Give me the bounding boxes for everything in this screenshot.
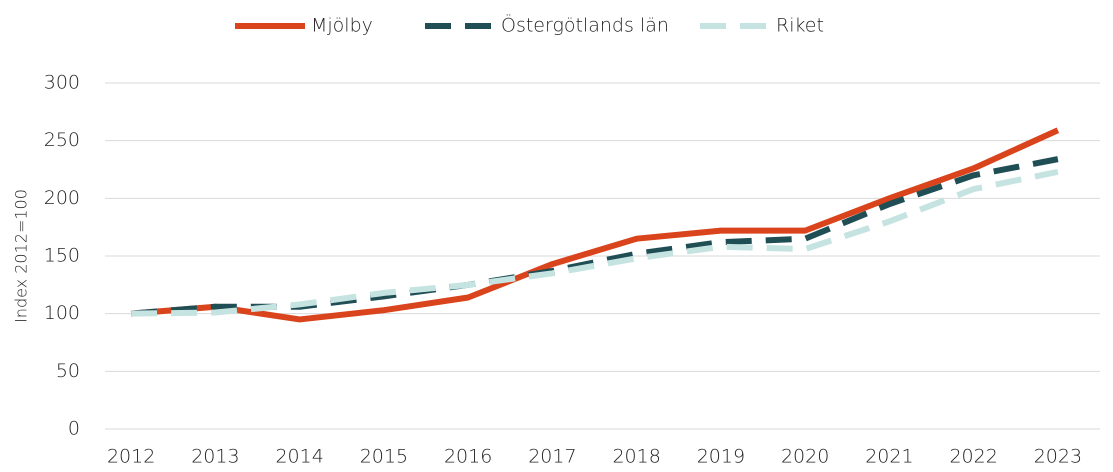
x-tick-label: 2013 [191, 446, 239, 468]
y-tick-label: 300 [44, 72, 80, 94]
x-tick-label: 2023 [1034, 446, 1082, 468]
line [130, 127, 1060, 323]
legend-label: Mjölby [311, 15, 373, 37]
y-axis-label: Index 2012=100 [12, 189, 31, 323]
x-tick-label: 2021 [865, 446, 913, 468]
x-tick-label: 2016 [444, 446, 492, 468]
x-tick-label: 2017 [528, 446, 576, 468]
y-tick-label: 250 [44, 129, 80, 151]
line [131, 168, 1059, 317]
x-tick-label: 2014 [275, 446, 323, 468]
y-tick-label: 50 [56, 360, 80, 382]
x-tick-label: 2015 [360, 446, 408, 468]
y-tick-label: 150 [44, 245, 80, 267]
x-tick-label: 2018 [612, 446, 660, 468]
line [130, 156, 1059, 317]
x-tick-label: 2022 [949, 446, 997, 468]
x-tick-label: 2012 [107, 446, 155, 468]
legend-label: Riket [776, 15, 824, 37]
legend-label: Östergötlands län [501, 14, 669, 37]
y-tick-label: 200 [44, 187, 80, 209]
y-tick-label: 100 [44, 302, 80, 324]
x-tick-label: 2020 [781, 446, 829, 468]
y-tick-label: 0 [68, 418, 80, 440]
x-tick-label: 2019 [697, 446, 745, 468]
